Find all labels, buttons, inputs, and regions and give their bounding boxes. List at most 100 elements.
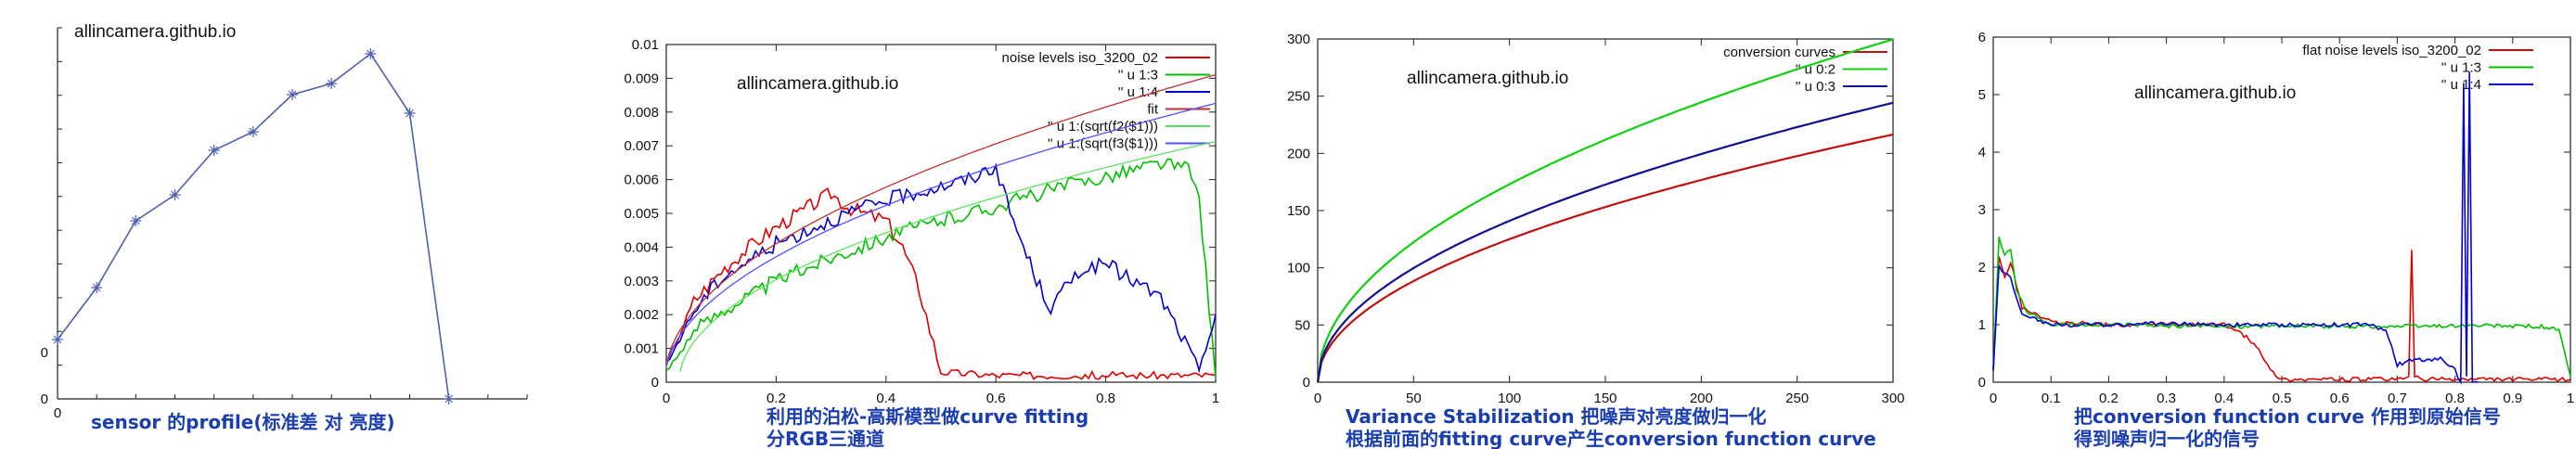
y-tick-label: 6	[1978, 30, 1986, 45]
chart-caption: 根据前面的fitting curve产生conversion function …	[1346, 428, 1876, 449]
x-tick-label: 0.6	[2330, 391, 2350, 406]
x-tick-label: 1	[2567, 391, 2574, 406]
y-tick-label: 50	[1294, 317, 1310, 333]
y-tick-label: 300	[1287, 32, 1310, 47]
data-point-marker	[404, 108, 416, 119]
y-tick-label: 0.006	[624, 173, 659, 188]
data-point-marker	[52, 334, 63, 345]
fit-curve	[665, 73, 1217, 365]
x-tick-label: 0.4	[876, 391, 895, 406]
chart-caption: 把conversion function curve 作用到原始信号	[2074, 405, 2501, 428]
y-tick-label: 0	[41, 345, 48, 361]
x-tick-label: 0	[1314, 391, 1321, 406]
x-tick-label: 0.2	[766, 391, 786, 406]
chart-caption: Variance Stabilization 把噪声对亮度做归一化	[1346, 405, 1767, 428]
y-tick-label: 0.001	[624, 341, 659, 357]
flat-noise-series-line	[1992, 250, 2571, 383]
data-point-marker	[208, 145, 220, 156]
chart-panel-curve-fitting: 0 0.2 0.4 0.6 0.8 1 0 0.001 0.002 0.003 0.004 0.005…	[624, 37, 1219, 449]
flat-noise-series-line	[1992, 237, 2571, 377]
fit-curve	[679, 140, 1217, 372]
x-tick-label: 0.7	[2388, 391, 2407, 406]
data-point-marker	[91, 282, 103, 293]
fit-curve	[665, 102, 1217, 367]
x-tick-label: 0.8	[2445, 391, 2465, 406]
y-tick-label: 0.003	[624, 274, 659, 289]
x-tick-label: 0.3	[2157, 391, 2176, 406]
y-tick-label: 3	[1978, 202, 1986, 218]
legend-label: '' u 1:3	[1118, 68, 1158, 83]
y-tick-label: 250	[1287, 89, 1310, 105]
watermark-text: allincamera.github.io	[737, 74, 898, 94]
data-point-marker	[169, 189, 181, 200]
y-tick-label: 150	[1287, 203, 1310, 219]
y-tick-label: 0.008	[624, 105, 659, 121]
conversion-curve	[1316, 133, 1894, 383]
y-tick-label: 0.002	[624, 307, 659, 323]
chart-caption: 分RGB三通道	[766, 428, 884, 449]
y-tick-label: 0.007	[624, 138, 659, 154]
data-point-marker	[247, 126, 259, 137]
legend-label: '' u 1:(sqrt(f2($1)))	[1048, 119, 1158, 135]
legend-label: '' u 1:4	[1118, 84, 1158, 100]
legend: conversion curves'' u 0:2'' u 0:3	[1723, 45, 1887, 95]
watermark-text: allincamera.github.io	[74, 22, 236, 42]
legend: noise levels iso_3200_02 '' u 1:3'' u 1:4…	[1002, 50, 1210, 152]
y-tick-label: 4	[1978, 145, 1986, 160]
chart-panel-conversion-curves: 0 50 100 150 200 250 300 0 50 100 150 200 250 300 alli…	[1287, 32, 1905, 449]
y-tick-label: 0	[1303, 375, 1310, 391]
x-tick-label: 0	[54, 405, 61, 421]
x-tick-label: 0	[663, 391, 670, 406]
y-tick-label: 0	[41, 391, 48, 407]
legend-label: conversion curves	[1723, 45, 1835, 60]
x-tick-label: 250	[1785, 391, 1809, 406]
x-tick-label: 0.1	[2041, 391, 2061, 406]
noise-series-line	[665, 162, 1217, 374]
data-point-marker	[443, 393, 455, 404]
legend-label: noise levels iso_3200_02	[1002, 50, 1158, 66]
chart-caption: 得到噪声归一化的信号	[2073, 428, 2260, 449]
watermark-text: allincamera.github.io	[2134, 83, 2296, 103]
y-tick-label: 0	[651, 375, 659, 391]
y-tick-label: 0.009	[624, 71, 659, 86]
x-tick-label: 0.4	[2214, 391, 2234, 406]
data-point-marker	[326, 78, 338, 89]
y-tick-label: 0.005	[624, 206, 659, 222]
legend-label: '' u 1:3	[2441, 60, 2481, 76]
x-tick-label: 200	[1690, 391, 1713, 406]
data-point-marker	[287, 89, 298, 100]
legend-label: '' u 0:3	[1796, 79, 1835, 95]
x-tick-label: 50	[1406, 391, 1422, 406]
chart-panel-flat-noise: 0 0.1 0.2 0.3 0.4 0.5 0.6 0.7 0.8 0.9 1 0 1 2 3 4 5 6 alli…	[1978, 30, 2575, 449]
conversion-curve	[1316, 38, 1894, 383]
legend-label: flat noise levels iso_3200_02	[2302, 43, 2481, 58]
flat-noise-series-line	[1992, 71, 2479, 385]
x-tick-label: 0	[1990, 391, 1997, 406]
conversion-curve	[1316, 101, 1894, 383]
chart-caption: sensor 的profile(标准差 对 亮度)	[91, 411, 395, 433]
y-tick-label: 200	[1287, 146, 1310, 161]
y-tick-label: 0	[1978, 375, 1986, 391]
legend-label: fit	[1147, 102, 1159, 118]
data-point-marker	[130, 215, 142, 226]
data-point-marker	[365, 48, 377, 59]
y-tick-label: 1	[1978, 317, 1986, 333]
x-tick-label: 0.6	[986, 391, 1006, 406]
x-tick-label: 150	[1593, 391, 1616, 406]
noise-series-line	[665, 186, 1217, 380]
x-tick-label: 100	[1498, 391, 1521, 406]
legend: flat noise levels iso_3200_02 '' u 1:3'' …	[2302, 43, 2533, 93]
y-tick-label: 2	[1978, 260, 1986, 276]
y-tick-label: 5	[1978, 87, 1986, 103]
chart-caption: 利用的泊松-高斯模型做curve fitting	[766, 405, 1088, 428]
series-line	[57, 52, 450, 400]
x-tick-label: 0.2	[2099, 391, 2119, 406]
x-tick-label: 1	[1212, 391, 1219, 406]
y-tick-label: 0.01	[632, 37, 659, 53]
x-tick-label: 0.9	[2503, 391, 2522, 406]
y-tick-label: 0.004	[624, 239, 659, 255]
legend-label: '' u 1:(sqrt(f3($1)))	[1048, 136, 1158, 152]
legend-label: '' u 1:4	[2441, 77, 2481, 93]
